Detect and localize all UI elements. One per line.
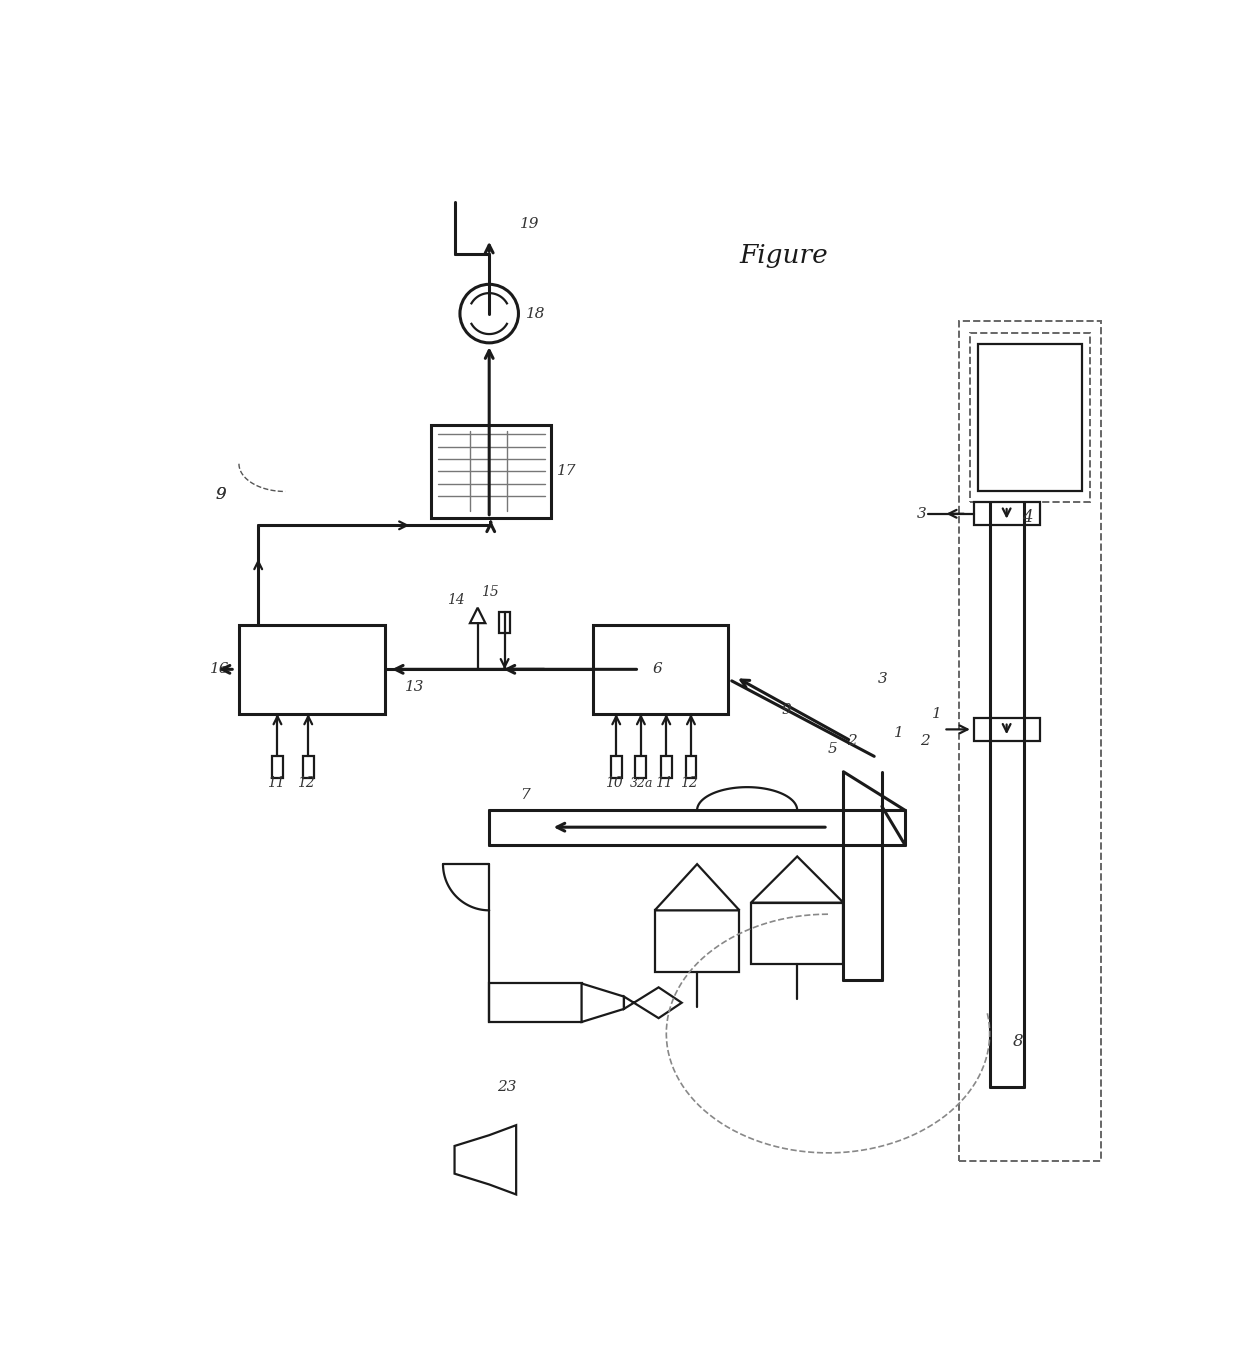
- Text: 16: 16: [210, 662, 229, 677]
- Bar: [978, 345, 1083, 490]
- Text: 19: 19: [520, 217, 539, 230]
- Bar: [661, 756, 672, 778]
- Text: 18: 18: [526, 306, 546, 320]
- Text: 12: 12: [298, 776, 315, 790]
- Text: 14: 14: [446, 592, 465, 607]
- Bar: [975, 503, 1040, 526]
- Text: 2: 2: [847, 734, 857, 748]
- Bar: [490, 983, 582, 1022]
- Bar: [971, 332, 1090, 503]
- Bar: [303, 756, 314, 778]
- Text: 3: 3: [916, 507, 926, 520]
- Polygon shape: [470, 607, 485, 624]
- Text: 12: 12: [681, 776, 698, 790]
- Bar: [751, 903, 843, 964]
- Text: 8: 8: [1013, 1032, 1023, 1050]
- Text: 11: 11: [267, 776, 284, 790]
- Bar: [975, 718, 1040, 741]
- Text: 13: 13: [404, 680, 424, 695]
- Bar: [239, 625, 386, 714]
- Bar: [655, 910, 739, 972]
- Text: 11: 11: [656, 776, 673, 790]
- Text: 2: 2: [920, 734, 930, 748]
- Bar: [635, 756, 646, 778]
- Text: 10: 10: [605, 776, 624, 790]
- Text: 1: 1: [932, 707, 941, 720]
- Text: 23: 23: [497, 1080, 516, 1095]
- Polygon shape: [582, 983, 624, 1022]
- Bar: [686, 756, 697, 778]
- Text: 17: 17: [557, 464, 577, 478]
- Text: 15: 15: [481, 586, 500, 599]
- Polygon shape: [751, 857, 843, 903]
- Text: 9: 9: [216, 486, 227, 503]
- Text: 1: 1: [894, 726, 903, 740]
- Bar: [611, 756, 621, 778]
- Bar: [432, 425, 551, 518]
- Bar: [593, 625, 728, 714]
- Text: 9: 9: [781, 703, 791, 718]
- Text: 5: 5: [828, 742, 838, 756]
- Text: 4: 4: [1022, 509, 1033, 526]
- Text: 6: 6: [652, 662, 662, 677]
- Bar: [272, 756, 283, 778]
- Bar: [959, 321, 1101, 1160]
- Bar: [500, 612, 510, 633]
- Text: 3: 3: [878, 673, 888, 686]
- Polygon shape: [655, 864, 739, 910]
- Text: 9: 9: [216, 486, 227, 503]
- Text: 7: 7: [520, 787, 529, 802]
- Text: Figure: Figure: [739, 244, 828, 268]
- Polygon shape: [455, 1125, 516, 1194]
- Text: 32a: 32a: [630, 776, 653, 790]
- Polygon shape: [624, 987, 682, 1019]
